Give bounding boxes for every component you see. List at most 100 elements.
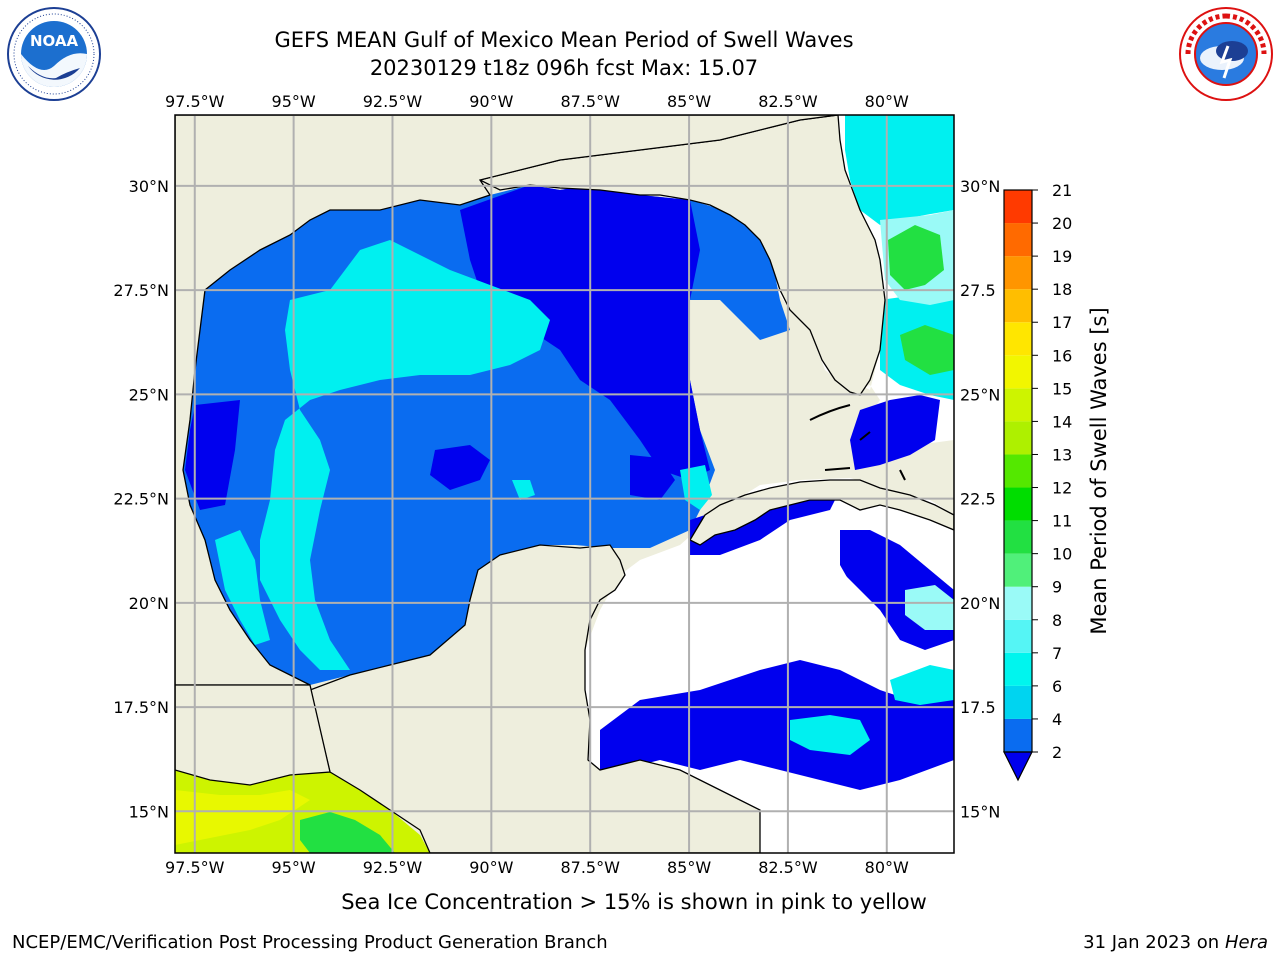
- period-2-4-region: [850, 395, 940, 470]
- period-10-11-region: [300, 812, 395, 853]
- colorbar-segment: [1004, 487, 1032, 521]
- graticule: [175, 115, 954, 853]
- lat-label-right: 22.5: [960, 490, 996, 509]
- lat-label-right: 30°N: [960, 177, 1000, 196]
- period-2-4-region: [430, 445, 490, 490]
- colorbar-segment: [1004, 355, 1032, 389]
- lat-label-right: 25°N: [960, 385, 1000, 404]
- lat-label-left: 20°N: [129, 594, 169, 613]
- lat-label-left: 17.5°N: [113, 698, 169, 717]
- lat-label-right: 20°N: [960, 594, 1000, 613]
- lon-label-bottom: 92.5°W: [363, 858, 423, 877]
- us-land: [175, 115, 839, 686]
- lon-label-top: 87.5°W: [560, 92, 620, 111]
- colorbar-segment: [1004, 190, 1032, 224]
- colorbar-segment: [1004, 553, 1032, 587]
- colorbar-segment: [1004, 652, 1032, 686]
- colorbar-tick-label: 9: [1052, 578, 1062, 597]
- colorbar-segment: [1004, 685, 1032, 719]
- lon-label-bottom: 85°W: [667, 858, 711, 877]
- colorbar-tick-label: 19: [1052, 247, 1072, 266]
- colorbar-tick-label: 20: [1052, 214, 1072, 233]
- colorbar-label: Mean Period of Swell Waves [s]: [1087, 307, 1111, 634]
- lon-label-bottom: 80°W: [865, 858, 909, 877]
- colorbar: 2 4 6 7 8 9 10 11 12 13 14 15 16 17 18 19 20 21: [1003, 181, 1072, 782]
- lat-label-right: 15°N: [960, 802, 1000, 821]
- lon-label-top: 80°W: [865, 92, 909, 111]
- lon-label-top: 95°W: [272, 92, 316, 111]
- colorbar-tick-label: 17: [1052, 313, 1072, 332]
- lon-label-top: 90°W: [469, 92, 513, 111]
- ice-note: Sea Ice Concentration > 15% is shown in …: [341, 890, 927, 914]
- lon-label-bottom: 82.5°W: [758, 858, 818, 877]
- chart-title: GEFS MEAN Gulf of Mexico Mean Period of …: [274, 28, 854, 52]
- mexico-land: [175, 684, 331, 786]
- period-10-11-region: [888, 225, 944, 290]
- period-2-4-region: [460, 185, 710, 480]
- period-8-9-region: [905, 585, 954, 630]
- colorbar-segment: [1004, 223, 1032, 257]
- cuba-land: [689, 479, 954, 546]
- yucatan-land: [309, 544, 761, 853]
- colorbar-tick-label: 6: [1052, 677, 1062, 696]
- colorbar-tick-label: 14: [1052, 412, 1072, 431]
- colorbar-tick-label: 10: [1052, 545, 1072, 564]
- period-6-7-region: [790, 715, 870, 755]
- lat-label-right: 17.5: [960, 698, 996, 717]
- colorbar-segment: [1004, 718, 1032, 752]
- colorbar-tick-label: 16: [1052, 346, 1072, 365]
- period-2-4-region: [185, 400, 240, 510]
- lon-label-top: 82.5°W: [758, 92, 818, 111]
- period-2-4-region: [630, 455, 675, 500]
- axis-labels: 97.5°W 97.5°W 95°W 95°W 92.5°W 92.5°W 90°W 90°W…: [113, 92, 1000, 877]
- colorbar-tick-label: 21: [1052, 181, 1072, 200]
- lat-label-right: 27.5: [960, 281, 996, 300]
- noaa-logo-text: NOAA: [30, 32, 79, 50]
- coastline-keys: [809, 404, 906, 481]
- period-14-15-region: [175, 790, 310, 845]
- lat-label-left: 15°N: [129, 802, 169, 821]
- no-data-region: [600, 550, 880, 700]
- colorbar-tick-label: 15: [1052, 379, 1072, 398]
- footer-credit: NCEP/EMC/Verification Post Processing Pr…: [12, 932, 608, 953]
- nws-logo: [1179, 7, 1273, 101]
- colorbar-segment: [1004, 586, 1032, 620]
- footer-host: Hera: [1224, 932, 1268, 953]
- period-6-7-region: [215, 530, 270, 645]
- lon-label-bottom: 97.5°W: [165, 858, 225, 877]
- period-6-7-region: [512, 480, 535, 500]
- noaa-logo: NOAA: [7, 7, 101, 101]
- colorbar-tick-label: 7: [1052, 644, 1062, 663]
- colorbar-segment: [1004, 520, 1032, 554]
- colorbar-segment: [1004, 256, 1032, 290]
- colorbar-tick-label: 12: [1052, 479, 1072, 498]
- map-frame: [174, 114, 955, 854]
- colorbar-segment: [1004, 322, 1032, 356]
- atlantic-ocean: [560, 115, 954, 853]
- colorbar-tick-label: 18: [1052, 280, 1072, 299]
- lon-label-bottom: 87.5°W: [560, 858, 620, 877]
- period-10-11-region: [900, 325, 954, 375]
- colorbar-segment: [1004, 421, 1032, 455]
- chart-subtitle: 20230129 t18z 096h fcst Max: 15.07: [369, 56, 759, 80]
- period-6-7-region: [260, 240, 550, 670]
- lon-label-top: 85°W: [667, 92, 711, 111]
- map-area: [175, 115, 954, 853]
- lat-label-left: 22.5°N: [113, 490, 169, 509]
- lon-label-bottom: 90°W: [469, 858, 513, 877]
- colorbar-segment: [1004, 388, 1032, 422]
- colorbar-tick-label: 13: [1052, 445, 1072, 464]
- colorbar-segment: [1004, 454, 1032, 488]
- lat-label-left: 25°N: [129, 385, 169, 404]
- colorbar-tick-label: 11: [1052, 512, 1072, 531]
- colorbar-tick-label: 4: [1052, 710, 1062, 729]
- lat-label-left: 30°N: [129, 177, 169, 196]
- colorbar-segment: [1004, 289, 1032, 323]
- lon-label-bottom: 95°W: [272, 858, 316, 877]
- period-6-7-region: [845, 115, 954, 225]
- period-2-4-region: [690, 490, 840, 555]
- lon-label-top: 97.5°W: [165, 92, 225, 111]
- period-6-7-region: [890, 665, 954, 705]
- footer-date: 31 Jan 2023 on Hera: [1083, 932, 1268, 953]
